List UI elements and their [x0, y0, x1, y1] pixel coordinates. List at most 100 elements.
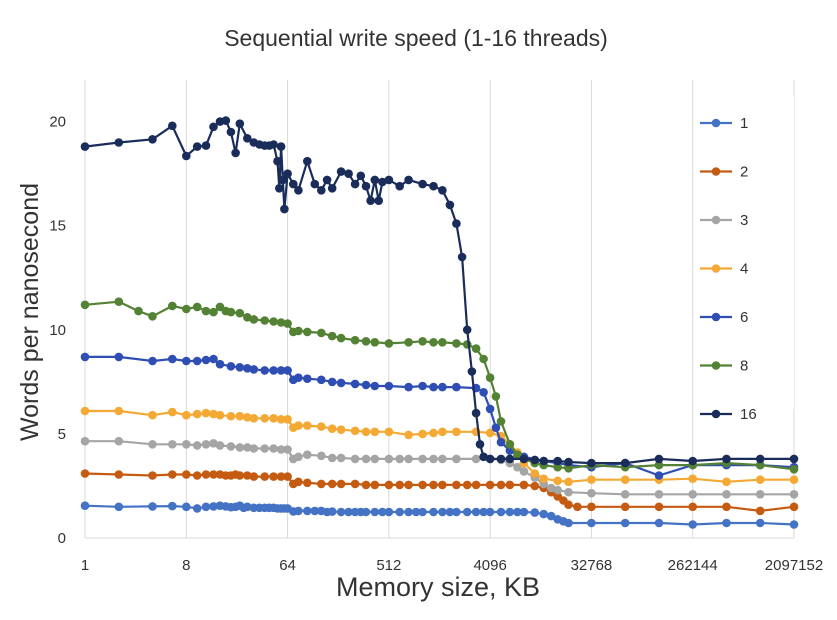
data-point	[336, 425, 346, 435]
data-point	[370, 427, 380, 437]
data-point	[513, 450, 522, 460]
data-point	[114, 406, 124, 416]
data-point	[336, 453, 346, 463]
data-point	[114, 470, 124, 479]
data-point	[226, 411, 236, 421]
y-tick-label: 20	[49, 114, 66, 131]
data-point	[587, 458, 596, 468]
data-point	[789, 502, 799, 512]
data-point	[755, 518, 765, 528]
data-point	[384, 480, 394, 490]
data-point	[654, 518, 664, 528]
data-point	[148, 410, 157, 420]
data-point	[276, 318, 286, 327]
data-point	[452, 219, 461, 228]
data-point	[317, 422, 326, 431]
data-point	[294, 506, 303, 516]
data-point	[350, 454, 360, 464]
data-point	[201, 440, 211, 449]
data-point	[479, 507, 488, 517]
data-point	[278, 175, 288, 185]
data-point	[192, 409, 202, 419]
data-point	[226, 442, 236, 451]
data-point	[722, 502, 731, 512]
data-point	[384, 175, 394, 185]
data-point	[688, 456, 697, 466]
data-point	[491, 392, 501, 401]
data-point	[384, 381, 394, 391]
data-point	[80, 501, 90, 511]
data-point	[471, 454, 481, 464]
data-point	[361, 380, 371, 390]
data-point	[366, 196, 375, 205]
data-point	[564, 477, 573, 487]
data-point	[505, 440, 515, 449]
legend-swatch-marker	[711, 312, 721, 322]
data-point	[654, 471, 664, 480]
data-point	[235, 119, 245, 128]
data-point	[80, 436, 90, 446]
data-point	[192, 441, 202, 450]
data-point	[80, 469, 90, 478]
data-point	[361, 480, 371, 490]
data-point	[384, 507, 394, 517]
plot-area	[80, 116, 799, 529]
data-point	[467, 367, 477, 376]
data-point	[201, 470, 211, 479]
data-point	[114, 502, 124, 512]
legend-item: 1	[700, 115, 748, 132]
data-point	[350, 426, 360, 436]
data-point	[404, 382, 413, 392]
y-tick-label: 5	[58, 426, 66, 443]
data-point	[317, 186, 326, 195]
data-point	[519, 467, 529, 476]
data-point	[519, 507, 529, 517]
x-tick-label: 512	[376, 557, 401, 574]
data-point	[395, 181, 405, 191]
data-point	[722, 454, 731, 464]
series-3	[80, 436, 799, 499]
data-point	[310, 179, 320, 189]
data-point	[317, 375, 326, 385]
data-point	[235, 308, 245, 318]
data-point	[303, 374, 312, 384]
data-point	[283, 366, 292, 375]
data-point	[289, 179, 298, 189]
legend-background	[694, 96, 794, 409]
data-point	[496, 417, 506, 426]
data-point	[479, 354, 488, 364]
data-point	[322, 175, 332, 185]
legend-swatch-marker	[711, 118, 721, 128]
data-point	[276, 472, 286, 481]
data-point	[226, 127, 236, 137]
data-point	[235, 443, 245, 452]
legend-item: 2	[700, 164, 748, 181]
data-point	[80, 300, 90, 310]
data-point	[370, 338, 380, 347]
data-point	[620, 518, 630, 528]
data-point	[479, 452, 488, 462]
data-point	[496, 507, 506, 517]
data-point	[294, 477, 303, 487]
data-point	[505, 454, 515, 464]
data-point	[249, 414, 259, 423]
data-point	[148, 135, 157, 144]
x-tick-label: 1	[81, 557, 89, 574]
data-point	[519, 454, 529, 464]
data-point	[755, 454, 765, 464]
data-point	[243, 471, 252, 480]
data-point	[168, 470, 177, 479]
data-point	[235, 411, 245, 421]
data-point	[209, 409, 218, 419]
legend-swatch-marker	[711, 264, 721, 273]
data-point	[471, 480, 481, 490]
data-point	[452, 480, 461, 490]
data-point	[350, 179, 360, 189]
data-point	[620, 502, 630, 512]
data-point	[620, 475, 630, 485]
data-point	[789, 454, 799, 464]
x-tick-label: 4096	[473, 557, 506, 574]
data-point	[243, 134, 252, 143]
data-point	[429, 181, 438, 191]
data-point	[370, 480, 380, 490]
